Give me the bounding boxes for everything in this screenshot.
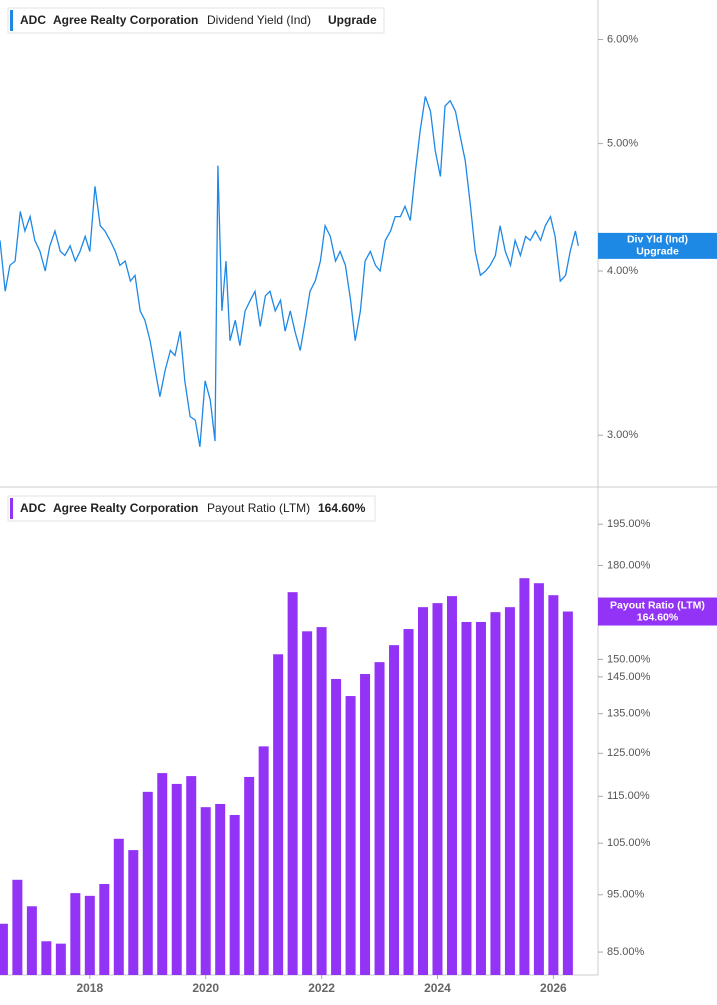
bar xyxy=(461,621,472,975)
ticker: ADC xyxy=(20,13,46,27)
y-tick-label: 195.00% xyxy=(607,518,651,530)
status: Upgrade xyxy=(328,13,377,27)
bar xyxy=(331,679,342,975)
x-tick-label: 2020 xyxy=(192,981,219,995)
bar xyxy=(113,838,124,975)
y-tick-label: 5.00% xyxy=(607,138,638,150)
bar xyxy=(244,776,255,975)
y-tick-label: 125.00% xyxy=(607,747,651,759)
bar xyxy=(533,583,544,975)
bar xyxy=(403,629,414,975)
legend-swatch xyxy=(10,10,13,31)
bar xyxy=(490,612,501,975)
bar xyxy=(200,807,211,975)
data-line xyxy=(0,96,579,447)
x-tick-label: 2024 xyxy=(424,981,451,995)
bar xyxy=(287,592,298,975)
x-tick-label: 2022 xyxy=(308,981,335,995)
company: Agree Realty Corporation xyxy=(53,13,198,27)
bar xyxy=(157,773,168,975)
legend-entry: Dividend Yield (Ind) xyxy=(207,13,311,27)
ticker: ADC xyxy=(20,501,46,515)
badge-label: Payout Ratio (LTM) xyxy=(610,599,705,611)
bar xyxy=(519,578,530,975)
bar xyxy=(316,627,327,975)
bar xyxy=(374,662,385,975)
bar xyxy=(229,815,240,975)
y-tick-label: 3.00% xyxy=(607,429,638,441)
bar xyxy=(446,596,457,975)
bar xyxy=(475,621,486,975)
bar xyxy=(548,595,559,975)
bar xyxy=(418,607,429,975)
y-tick-label: 115.00% xyxy=(607,790,650,802)
bar xyxy=(389,645,400,975)
bar xyxy=(432,603,443,975)
legend-box xyxy=(7,7,385,34)
legend-box xyxy=(7,495,376,522)
y-tick-label: 150.00% xyxy=(607,653,651,665)
legend-entry: Payout Ratio (LTM) xyxy=(207,501,310,515)
bar xyxy=(258,746,269,975)
bar xyxy=(128,850,139,975)
bar xyxy=(215,803,226,975)
bar xyxy=(41,941,52,975)
bar xyxy=(70,893,81,975)
bar xyxy=(12,879,23,975)
badge xyxy=(598,597,717,626)
bar xyxy=(142,791,153,975)
x-tick-label: 2026 xyxy=(540,981,567,995)
bar xyxy=(0,923,8,975)
y-tick-label: 180.00% xyxy=(607,559,651,571)
bar xyxy=(26,906,37,975)
badge-value: 164.60% xyxy=(637,611,679,623)
last-value: 164.60% xyxy=(318,501,366,515)
y-tick-label: 135.00% xyxy=(607,708,651,720)
badge-label: Div Yld (Ind) xyxy=(627,234,688,246)
bar xyxy=(360,674,371,975)
bar xyxy=(345,696,356,975)
y-tick-label: 85.00% xyxy=(607,946,645,958)
bar xyxy=(562,611,573,975)
y-tick-label: 145.00% xyxy=(607,671,651,683)
bar xyxy=(84,895,95,975)
bar xyxy=(55,943,66,975)
company: Agree Realty Corporation xyxy=(53,501,198,515)
y-tick-label: 4.00% xyxy=(607,265,638,277)
bar xyxy=(99,884,110,975)
y-tick-label: 105.00% xyxy=(607,837,651,849)
legend: ADC Agree Realty Corporation Dividend Yi… xyxy=(7,7,385,34)
legend-swatch xyxy=(10,498,13,519)
bar xyxy=(273,654,284,975)
y-tick-label: 6.00% xyxy=(607,33,638,45)
bar xyxy=(171,783,182,975)
x-tick-label: 2018 xyxy=(76,981,103,995)
legend: ADC Agree Realty Corporation Payout Rati… xyxy=(7,495,376,522)
y-tick-label: 95.00% xyxy=(607,889,645,901)
badge xyxy=(598,232,717,259)
bar xyxy=(504,607,515,975)
badge-status: Upgrade xyxy=(636,246,679,258)
bar xyxy=(302,631,313,975)
bar xyxy=(186,776,197,975)
